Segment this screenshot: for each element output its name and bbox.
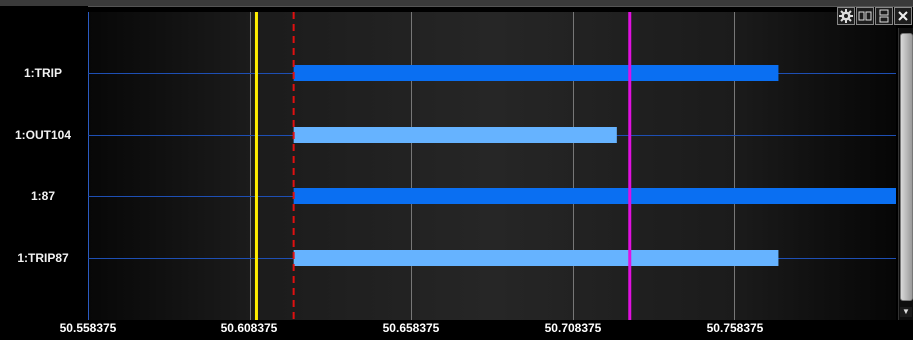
signal-bar[interactable]: [293, 188, 896, 204]
scrollbar-thumb[interactable]: [900, 33, 913, 301]
plot-area[interactable]: [88, 12, 896, 320]
x-tick-label: 50.708375: [544, 321, 602, 335]
signal-label-trip87[interactable]: 1:TRIP87: [17, 251, 69, 265]
top-border: [0, 0, 913, 7]
gear-icon[interactable]: [837, 7, 855, 25]
signal-bar[interactable]: [293, 250, 779, 266]
signal-label-column: 1:TRIP 1:OUT104 1:87 1:TRIP87: [0, 6, 88, 322]
x-tick-label: 50.558375: [59, 321, 117, 335]
signal-label-87[interactable]: 1:87: [30, 189, 56, 203]
signal-label-trip[interactable]: 1:TRIP: [23, 66, 62, 80]
signal-bar[interactable]: [293, 65, 779, 81]
x-tick-label: 50.608375: [220, 321, 278, 335]
signal-label-out104[interactable]: 1:OUT104: [14, 128, 72, 142]
signal-bar[interactable]: [293, 127, 617, 143]
x-tick-label: 50.658375: [382, 321, 440, 335]
x-axis: 50.558375 50.608375 50.658375 50.708375 …: [0, 320, 913, 340]
split-columns-icon[interactable]: [856, 7, 874, 25]
split-rows-icon[interactable]: [875, 7, 893, 25]
scroll-down-icon[interactable]: ▼: [900, 307, 912, 317]
panel-toolbar: [837, 7, 912, 25]
vertical-scrollbar[interactable]: ▼: [898, 28, 913, 320]
close-icon[interactable]: [894, 7, 912, 25]
plot-svg: [88, 12, 896, 320]
x-tick-label: 50.758375: [706, 321, 764, 335]
